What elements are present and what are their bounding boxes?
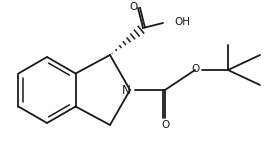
Text: O: O (162, 120, 170, 130)
Text: OH: OH (174, 17, 190, 27)
Text: N: N (122, 84, 130, 96)
Text: O: O (191, 64, 199, 74)
Text: O: O (129, 2, 137, 12)
